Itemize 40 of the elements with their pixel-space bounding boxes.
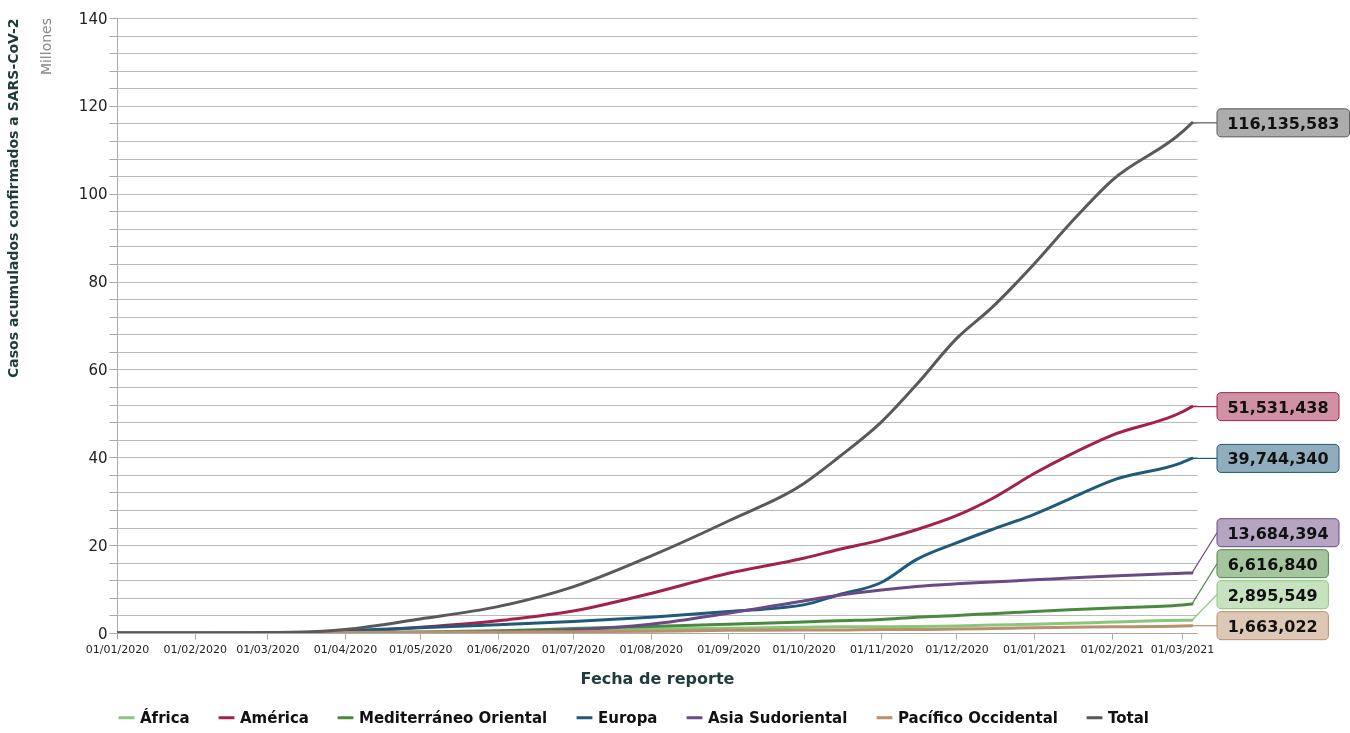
x-tick-label: 01/09/2020: [697, 642, 761, 656]
annotation: 116,135,583: [1227, 113, 1340, 133]
y-axis-title: Casos acumulados confirmados a SARS-CoV-2: [4, 18, 21, 378]
x-tick-label: 01/03/2020: [236, 642, 300, 656]
y-tick-label: 0: [97, 624, 108, 643]
y-tick-label: 20: [88, 536, 108, 555]
y-tick-label: 100: [78, 185, 108, 204]
x-tick-label: 01/04/2020: [313, 642, 378, 656]
x-tick-label: 01/05/2020: [389, 642, 453, 656]
x-tick-label: 01/06/2020: [466, 642, 531, 656]
x-tick-label: 01/11/2020: [850, 642, 914, 656]
x-tick-label: 01/08/2020: [619, 642, 683, 656]
x-axis-title: Fecha de reporte: [580, 668, 735, 688]
legend-label: Europa: [598, 708, 658, 727]
x-tick-label: 01/02/2021: [1080, 642, 1145, 656]
x-tick-label: 01/01/2021: [1002, 642, 1067, 656]
x-tick-label: 01/10/2020: [772, 642, 836, 656]
y-tick-label: 80: [88, 273, 108, 292]
annotation: 13,684,394: [1227, 523, 1329, 543]
legend-label: Mediterráneo Oriental: [359, 708, 548, 727]
annotation: 6,616,840: [1227, 554, 1318, 574]
annotation: 39,744,340: [1227, 449, 1329, 469]
y-tick-label: 140: [78, 9, 108, 28]
y-tick-label: 40: [88, 448, 108, 467]
x-tick-label: 01/03/2021: [1150, 642, 1215, 656]
legend-label: Total: [1108, 708, 1149, 727]
legend-label: África: [140, 707, 190, 727]
y-tick-label: 60: [88, 360, 108, 379]
legend-label: América: [240, 708, 309, 727]
annotation: 51,531,438: [1227, 397, 1329, 417]
legend-label: Asia Sudoriental: [708, 708, 848, 727]
x-tick-label: 01/07/2020: [541, 642, 606, 656]
x-tick-label: 01/01/2020: [85, 642, 150, 656]
annotation: 2,895,549: [1227, 585, 1318, 605]
legend-label: Pacífico Occidental: [898, 708, 1058, 727]
annotation: 1,663,022: [1227, 616, 1318, 636]
x-tick-label: 01/02/2020: [163, 642, 227, 656]
x-tick-label: 01/12/2020: [925, 642, 989, 656]
text: Millones: [38, 18, 54, 76]
y-tick-label: 120: [78, 97, 108, 116]
